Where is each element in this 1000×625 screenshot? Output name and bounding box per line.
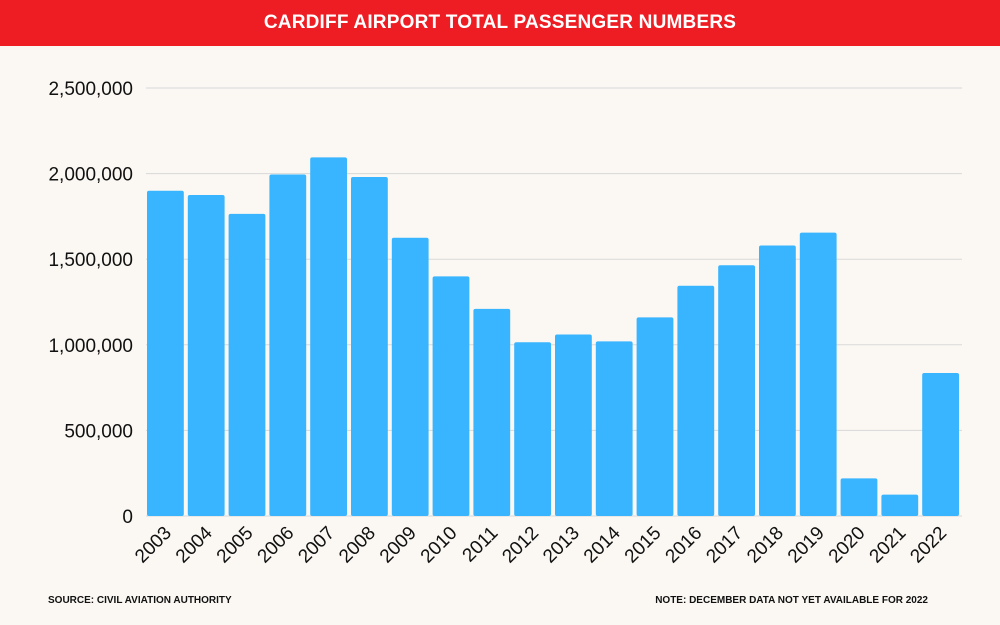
bar-2015 [636, 317, 674, 516]
bar-2018 [759, 245, 796, 516]
bar-2011 [473, 308, 511, 516]
bar-2013 [555, 334, 592, 516]
y-tick-label: 500,000 [64, 421, 133, 442]
bar-2012 [514, 342, 551, 516]
x-tick-label: 2010 [417, 523, 462, 568]
bar-chart: 0 500,000 1,000,000 1,500,000 2,000,000 2,500… [48, 79, 962, 568]
x-tick-label: 2021 [866, 523, 911, 568]
x-tick-label: 2016 [662, 523, 707, 568]
data-note: NOTE: DECEMBER DATA NOT YET AVAILABLE FO… [655, 595, 928, 606]
bar-2010 [432, 276, 470, 516]
bar-2007 [310, 157, 347, 516]
x-tick-label: 2011 [459, 523, 503, 567]
x-tick-label: 2003 [131, 523, 176, 568]
x-tick-label: 2015 [621, 523, 666, 568]
bar-2019 [799, 232, 837, 516]
x-tick-label: 2017 [702, 523, 747, 568]
x-tick-label: 2022 [906, 523, 951, 568]
x-tick-label: 2012 [498, 523, 543, 568]
bar-2014 [595, 341, 633, 516]
bar-2020 [840, 478, 878, 516]
x-tick-label: 2007 [294, 523, 339, 568]
chart-title: CARDIFF AIRPORT TOTAL PASSENGER NUMBERS [263, 12, 737, 33]
y-tick-label: 2,500,000 [48, 79, 133, 100]
bar-2017 [718, 265, 755, 516]
bar-2009 [391, 237, 429, 517]
x-tick-label: 2006 [254, 523, 299, 568]
x-tick-label: 2005 [213, 523, 258, 568]
y-tick-label: 1,000,000 [48, 336, 133, 357]
bar-2004 [187, 195, 225, 516]
x-tick-label: 2020 [825, 523, 870, 568]
x-tick-label: 2014 [580, 522, 625, 567]
bar-2016 [677, 285, 715, 516]
x-tick-label: 2008 [335, 523, 380, 568]
x-tick-label: 2019 [784, 523, 829, 568]
y-tick-label: 1,500,000 [48, 250, 133, 271]
source-note: SOURCE: CIVIL AVIATION AUTHORITY [48, 595, 232, 606]
x-tick-label: 2009 [376, 523, 421, 568]
bar-2006 [269, 174, 307, 516]
bar-2008 [351, 177, 388, 517]
y-tick-label: 0 [122, 507, 133, 528]
y-tick-label: 2,000,000 [48, 165, 133, 186]
bar-2005 [228, 213, 266, 516]
bar-2022 [922, 373, 959, 516]
title-bar: CARDIFF AIRPORT TOTAL PASSENGER NUMBERS [0, 0, 1000, 46]
x-tick-label: 2013 [539, 523, 584, 568]
x-tick-label: 2004 [172, 522, 217, 567]
bar-2021 [881, 494, 919, 516]
bar-2003 [147, 190, 184, 516]
x-tick-label: 2018 [743, 523, 788, 568]
